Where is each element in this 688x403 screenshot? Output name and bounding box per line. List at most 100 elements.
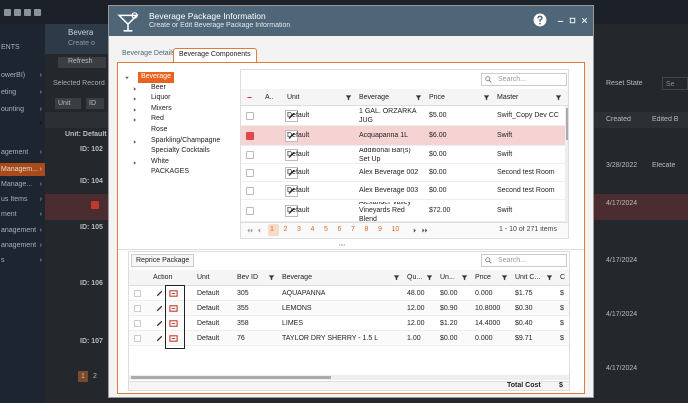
group-chip[interactable]: ID: [86, 98, 104, 109]
tree-toggle[interactable]: [132, 96, 138, 102]
edit-button[interactable]: [285, 110, 298, 122]
group-chip[interactable]: Unit: [55, 98, 81, 109]
reprice-icon[interactable]: [169, 304, 178, 313]
reprice-icon[interactable]: [169, 289, 178, 298]
reprice-button[interactable]: Reprice Package: [131, 254, 195, 267]
tree-toggle[interactable]: [124, 75, 130, 81]
column-header[interactable]: Beverage: [359, 94, 389, 101]
edit-button[interactable]: [155, 319, 164, 328]
edit-button[interactable]: [285, 149, 298, 161]
filter-icon[interactable]: [555, 94, 562, 101]
sidebar-item[interactable]: owerBI): [0, 69, 45, 82]
tree-node[interactable]: White: [151, 157, 169, 165]
grid-row[interactable]: [241, 106, 565, 126]
filter-icon[interactable]: [415, 94, 422, 101]
column-header[interactable]: A...: [265, 94, 273, 101]
page-button[interactable]: 1: [268, 224, 279, 236]
column-header[interactable]: Beverage: [282, 274, 312, 281]
reset-state[interactable]: Reset State: [606, 80, 643, 87]
tab[interactable]: Beverage Components: [173, 48, 257, 62]
tree-node[interactable]: Beverage: [138, 72, 174, 83]
column-header[interactable]: Price: [429, 94, 445, 101]
edit-button[interactable]: [155, 304, 164, 313]
page-button[interactable]: 5: [324, 226, 328, 233]
grid-row[interactable]: [241, 146, 565, 164]
sidebar-item[interactable]: us Items: [0, 193, 45, 206]
sidebar-item[interactable]: Managem...: [0, 163, 45, 176]
sidebar-item[interactable]: anagement: [0, 239, 45, 252]
edit-button[interactable]: [155, 289, 164, 298]
sidebar-chevron[interactable]: [0, 120, 45, 132]
grid-row[interactable]: [129, 316, 569, 331]
grid-row[interactable]: [241, 126, 565, 146]
row-checkbox[interactable]: [91, 201, 99, 209]
tree-node[interactable]: PACKAGES: [151, 168, 189, 176]
refresh-button[interactable]: Refresh: [58, 57, 106, 68]
tab[interactable]: Beverage Details: [122, 50, 176, 57]
grid-row[interactable]: [241, 164, 565, 182]
grid-row[interactable]: [129, 331, 569, 346]
toolbar-icon[interactable]: [14, 9, 21, 16]
column-header[interactable]: Price: [475, 274, 491, 281]
tree-toggle[interactable]: [132, 86, 138, 92]
filter-icon[interactable]: [461, 274, 468, 281]
row-checkbox[interactable]: [134, 290, 141, 297]
row-checkbox[interactable]: [246, 112, 254, 120]
tree-node[interactable]: Mixers: [151, 104, 172, 112]
row-checkbox[interactable]: [134, 320, 141, 327]
row-checkbox[interactable]: [246, 151, 254, 159]
tree-toggle[interactable]: [132, 160, 138, 166]
page-button[interactable]: 6: [337, 226, 342, 233]
row-checkbox[interactable]: [246, 207, 254, 215]
tree-node[interactable]: Specialty Cocktails: [151, 147, 210, 155]
filter-icon[interactable]: [501, 274, 508, 281]
splitter[interactable]: [328, 242, 356, 248]
tree-node[interactable]: Red: [151, 115, 164, 123]
reprice-icon[interactable]: [169, 334, 178, 343]
edit-button[interactable]: [155, 334, 164, 343]
row-checkbox[interactable]: [246, 169, 254, 177]
tree-toggle[interactable]: [132, 139, 138, 145]
row-checkbox[interactable]: [246, 132, 254, 140]
tree-node[interactable]: Sparkling/Champagne: [151, 136, 221, 144]
tree-node[interactable]: Beer: [151, 83, 166, 91]
page-button[interactable]: 10: [391, 226, 400, 233]
row-checkbox[interactable]: [134, 305, 141, 312]
toolbar-icon[interactable]: [34, 9, 41, 16]
edit-button[interactable]: [285, 167, 298, 179]
filter-icon[interactable]: [345, 94, 352, 101]
select-all[interactable]: [246, 94, 253, 101]
filter-icon[interactable]: [268, 274, 275, 281]
sidebar-item[interactable]: eting: [0, 86, 45, 99]
column-header[interactable]: Unit: [197, 274, 210, 281]
reprice-icon[interactable]: [169, 319, 178, 328]
sidebar-item[interactable]: s: [0, 254, 45, 267]
tree-toggle[interactable]: [132, 107, 138, 113]
sidebar-item[interactable]: ment: [0, 208, 45, 221]
column-header[interactable]: Unit C...: [515, 274, 541, 281]
row-checkbox[interactable]: [246, 187, 254, 195]
page-button[interactable]: 7: [351, 226, 355, 233]
sidebar-item[interactable]: ounting: [0, 103, 45, 116]
pager-nav[interactable]: [246, 227, 253, 234]
edit-button[interactable]: [285, 185, 298, 197]
page-button[interactable]: 3: [297, 226, 301, 233]
toolbar-icon[interactable]: [24, 9, 31, 16]
page-button[interactable]: 2: [93, 373, 97, 380]
tree-toggle[interactable]: [132, 117, 138, 123]
sidebar-item[interactable]: anagement: [0, 224, 45, 237]
page-button[interactable]: 8: [364, 226, 369, 233]
column-header[interactable]: Un...: [440, 274, 455, 281]
column-header[interactable]: Master: [497, 94, 519, 101]
column-header[interactable]: C: [560, 274, 566, 281]
column-header[interactable]: Unit: [287, 94, 300, 101]
grid-row[interactable]: [129, 301, 569, 316]
search-box[interactable]: Se: [662, 77, 688, 90]
tree-node[interactable]: Liquor: [151, 94, 171, 102]
tree-node[interactable]: Rose: [151, 126, 168, 133]
grid-search[interactable]: Search...: [481, 73, 567, 86]
pager-nav[interactable]: [411, 227, 418, 234]
pager-nav[interactable]: [421, 227, 428, 234]
minimize-button[interactable]: [556, 16, 565, 25]
close-button[interactable]: [580, 16, 589, 25]
